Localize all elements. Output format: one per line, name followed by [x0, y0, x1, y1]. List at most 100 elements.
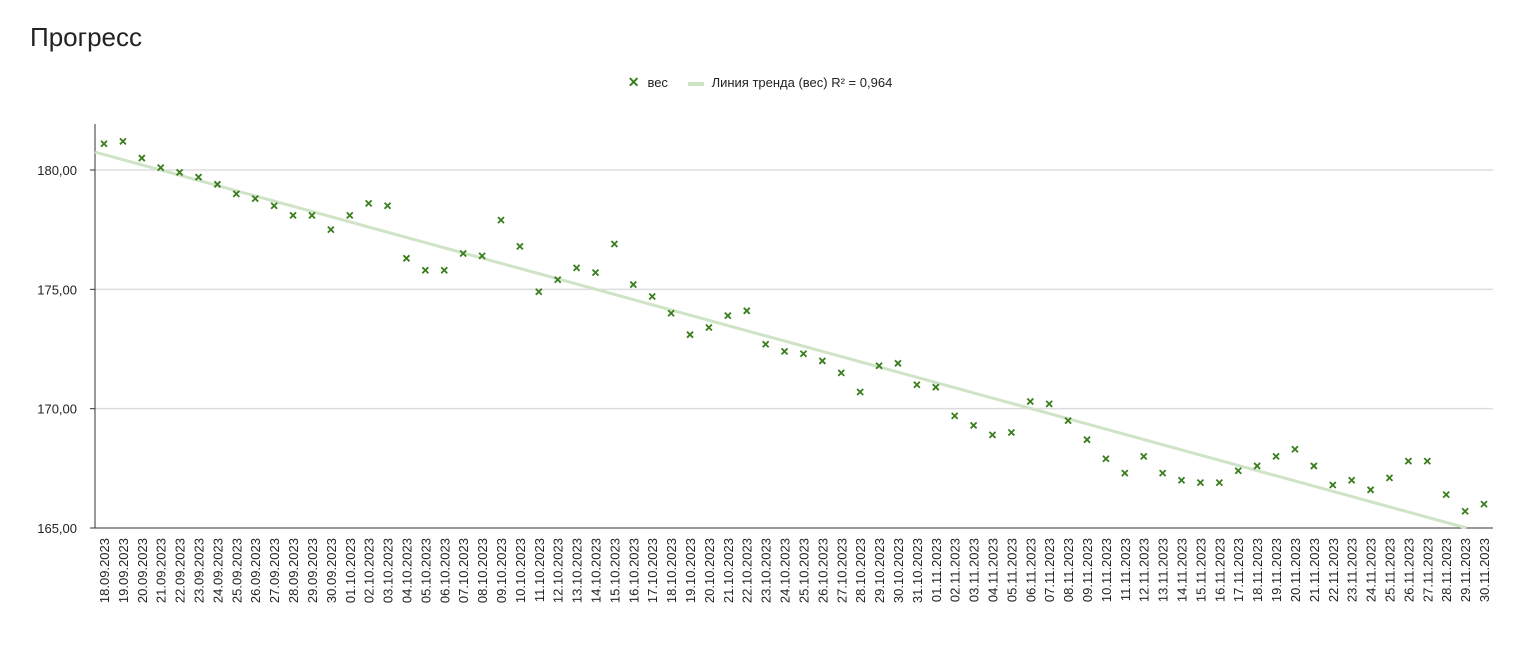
data-point[interactable]	[610, 240, 619, 248]
data-point[interactable]	[1348, 476, 1356, 484]
data-point[interactable]	[327, 226, 335, 234]
data-point[interactable]	[1045, 400, 1053, 408]
data-point[interactable]	[1121, 469, 1129, 477]
data-point[interactable]	[459, 249, 467, 258]
data-point[interactable]	[629, 280, 637, 289]
x-tick-label: 08.10.2023	[475, 538, 490, 603]
x-tick-label: 27.09.2023	[267, 538, 282, 603]
x-tick-label: 11.10.2023	[532, 538, 547, 602]
data-point[interactable]	[572, 264, 581, 272]
data-point[interactable]	[686, 331, 694, 339]
x-tick-label: 17.11.2023	[1231, 538, 1246, 602]
data-point[interactable]	[780, 347, 789, 356]
data-point[interactable]	[213, 180, 222, 188]
legend-item-series[interactable]: ✕ вес	[628, 74, 668, 91]
x-tick-label: 06.10.2023	[437, 538, 452, 603]
data-point[interactable]	[119, 137, 127, 145]
data-point[interactable]	[648, 292, 656, 301]
x-tick-label: 21.11.2023	[1307, 538, 1322, 602]
data-point[interactable]	[724, 311, 732, 320]
data-point[interactable]	[743, 307, 751, 315]
data-point[interactable]	[1253, 462, 1261, 470]
x-tick-label: 08.11.2023	[1061, 538, 1076, 602]
data-point[interactable]	[1310, 462, 1318, 470]
data-point[interactable]	[1026, 397, 1034, 406]
data-point[interactable]	[270, 202, 278, 210]
data-point[interactable]	[1083, 436, 1091, 444]
data-point[interactable]	[535, 288, 543, 296]
x-tick-label: 23.10.2023	[759, 538, 774, 603]
data-point[interactable]	[1064, 416, 1072, 425]
data-point[interactable]	[497, 216, 505, 224]
data-point[interactable]	[667, 309, 675, 317]
data-point[interactable]	[762, 340, 770, 348]
data-point[interactable]	[837, 369, 845, 377]
trend-line	[94, 150, 1467, 530]
data-point[interactable]	[932, 383, 940, 391]
x-tick-label: 03.10.2023	[381, 538, 396, 603]
data-point[interactable]	[1215, 479, 1223, 487]
data-point[interactable]	[799, 350, 808, 358]
data-point[interactable]	[1140, 452, 1148, 461]
data-point[interactable]	[1177, 476, 1186, 484]
x-tick-label: 01.11.2023	[929, 538, 944, 602]
data-point[interactable]	[194, 173, 203, 181]
data-point[interactable]	[818, 357, 826, 365]
data-point[interactable]	[1404, 457, 1413, 465]
data-point[interactable]	[440, 266, 448, 274]
data-point[interactable]	[1291, 445, 1299, 453]
data-point[interactable]	[1102, 455, 1110, 463]
data-point[interactable]	[1007, 428, 1016, 437]
data-point[interactable]	[1442, 490, 1450, 499]
data-point[interactable]	[969, 421, 978, 430]
data-point[interactable]	[875, 362, 883, 370]
data-point[interactable]	[346, 211, 354, 219]
data-point[interactable]	[1461, 507, 1469, 515]
x-tick-label: 10.10.2023	[513, 538, 528, 603]
legend-item-trend[interactable]: Линия тренда (вес) R² = 0,964	[687, 75, 892, 90]
data-point[interactable]	[1385, 474, 1394, 482]
data-point[interactable]	[1234, 467, 1242, 475]
x-tick-label: 21.10.2023	[721, 538, 736, 603]
data-point[interactable]	[232, 190, 240, 198]
x-tick-label: 26.10.2023	[815, 538, 830, 603]
data-point[interactable]	[100, 140, 108, 148]
data-point[interactable]	[1272, 452, 1280, 461]
data-point[interactable]	[175, 168, 184, 177]
data-point[interactable]	[251, 195, 259, 203]
data-point[interactable]	[516, 242, 524, 251]
data-point[interactable]	[591, 268, 600, 277]
data-point[interactable]	[1366, 486, 1375, 494]
data-point[interactable]	[365, 199, 373, 208]
x-tick-label: 30.11.2023	[1477, 538, 1492, 602]
data-point[interactable]	[951, 412, 959, 420]
data-point[interactable]	[1329, 481, 1337, 489]
x-tick-label: 17.10.2023	[645, 538, 660, 603]
x-tick-label: 18.11.2023	[1250, 538, 1265, 602]
data-point[interactable]	[856, 388, 864, 396]
data-point[interactable]	[478, 252, 486, 260]
x-tick-label: 21.09.2023	[154, 538, 169, 603]
data-point[interactable]	[421, 266, 430, 274]
data-point[interactable]	[988, 431, 997, 439]
x-tick-label: 24.10.2023	[778, 538, 793, 603]
data-point[interactable]	[138, 154, 146, 162]
gridlines	[95, 169, 1493, 410]
data-point[interactable]	[1480, 500, 1488, 508]
data-point[interactable]	[308, 211, 316, 219]
data-point[interactable]	[913, 381, 921, 389]
data-point[interactable]	[1423, 457, 1431, 465]
data-point[interactable]	[383, 202, 392, 210]
x-tick-label: 09.11.2023	[1080, 538, 1095, 602]
data-point[interactable]	[894, 359, 902, 367]
x-tick-label: 10.11.2023	[1099, 538, 1114, 602]
x-tick-label: 22.11.2023	[1326, 538, 1341, 602]
x-tick-label: 22.10.2023	[740, 538, 755, 603]
data-point[interactable]	[157, 163, 165, 172]
data-point[interactable]	[554, 276, 562, 284]
data-point[interactable]	[1196, 479, 1205, 487]
data-point[interactable]	[402, 254, 411, 262]
data-point[interactable]	[1158, 469, 1167, 477]
data-point[interactable]	[705, 323, 713, 332]
data-point[interactable]	[289, 211, 297, 219]
